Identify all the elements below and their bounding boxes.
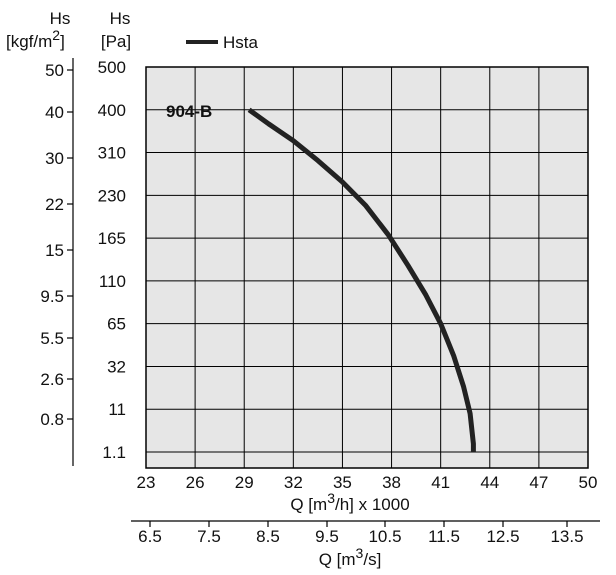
curve-label: 904-B [166, 102, 212, 121]
x-axis-m3h: 23 26 29 32 35 38 41 44 47 50 [137, 473, 598, 492]
kgf-title-close: ] [60, 32, 65, 51]
m3s-label-prefix: Q [m [319, 550, 356, 569]
m3h-tick-label: 23 [137, 473, 156, 492]
m3s-tick-label: 8.5 [256, 527, 280, 546]
left-axis-pa: 500 400 310 230 165 110 65 32 11 1.1 [98, 58, 126, 462]
m3s-label-sup: 3 [356, 545, 364, 561]
kgf-tick-label: 15 [45, 241, 64, 260]
legend-label: Hsta [223, 33, 259, 52]
series-line-hsta [247, 107, 476, 452]
pa-tick-label: 11 [108, 400, 126, 419]
kgf-tick-label: 5.5 [40, 329, 64, 348]
kgf-tick-label: 30 [45, 149, 64, 168]
grid-lines [145, 66, 589, 468]
m3h-tick-label: 50 [579, 473, 598, 492]
x-axis-m3s: 6.5 7.5 8.5 9.5 10.5 11.5 12.5 13.5 [138, 521, 584, 546]
left-axis-pa-title-line1: Hs [110, 9, 131, 28]
kgf-title-text: [kgf/m [6, 32, 52, 51]
m3h-tick-label: 47 [529, 473, 548, 492]
m3s-tick-label: 7.5 [197, 527, 221, 546]
m3h-tick-label: 29 [235, 473, 254, 492]
left-axis-pa-title-line2: [Pa] [101, 32, 131, 51]
pa-tick-label: 400 [98, 101, 126, 120]
pa-tick-label: 165 [98, 229, 126, 248]
pa-tick-label: 310 [98, 144, 126, 163]
kgf-tick-label: 22 [45, 195, 64, 214]
pa-tick-label: 32 [107, 357, 126, 376]
m3h-label-suffix: /h] x 1000 [335, 495, 410, 514]
m3h-tick-label: 41 [431, 473, 450, 492]
kgf-tick-label: 2.6 [40, 370, 64, 389]
m3h-label-sup: 3 [327, 490, 335, 506]
m3h-tick-label: 32 [284, 473, 303, 492]
left-axis-kgf: 50 40 30 22 15 9.5 5.5 2.6 0.8 [40, 58, 74, 466]
pa-tick-label: 500 [98, 58, 126, 77]
m3s-tick-label: 13.5 [550, 527, 583, 546]
m3h-tick-label: 44 [480, 473, 499, 492]
left-axis-kgf-title-line2: [kgf/m2] [6, 27, 65, 51]
curve-group [247, 107, 476, 452]
x-axis-m3h-label: Q [m3/h] x 1000 [290, 490, 409, 514]
kgf-tick-label: 0.8 [40, 410, 64, 429]
pa-tick-label: 230 [98, 186, 126, 205]
m3h-tick-label: 38 [382, 473, 401, 492]
m3s-tick-label: 11.5 [428, 527, 460, 546]
pa-tick-label: 1.1 [102, 443, 126, 462]
left-axis-kgf-title-line1: Hs [50, 9, 71, 28]
m3s-tick-label: 12.5 [486, 527, 519, 546]
m3s-label-suffix: /s] [363, 550, 381, 569]
pa-tick-label: 110 [99, 272, 126, 291]
m3h-tick-label: 35 [333, 473, 352, 492]
m3h-label-prefix: Q [m [290, 495, 327, 514]
kgf-tick-label: 9.5 [40, 287, 64, 306]
plot-area [145, 66, 589, 469]
pa-tick-label: 65 [107, 315, 126, 334]
m3h-tick-label: 26 [186, 473, 205, 492]
m3s-tick-label: 10.5 [368, 527, 401, 546]
kgf-title-sup: 2 [52, 27, 60, 43]
kgf-tick-label: 50 [45, 61, 64, 80]
m3s-tick-label: 6.5 [138, 527, 162, 546]
x-axis-m3s-label: Q [m3/s] [319, 545, 382, 569]
m3s-tick-label: 9.5 [315, 527, 339, 546]
kgf-tick-label: 40 [45, 103, 64, 122]
